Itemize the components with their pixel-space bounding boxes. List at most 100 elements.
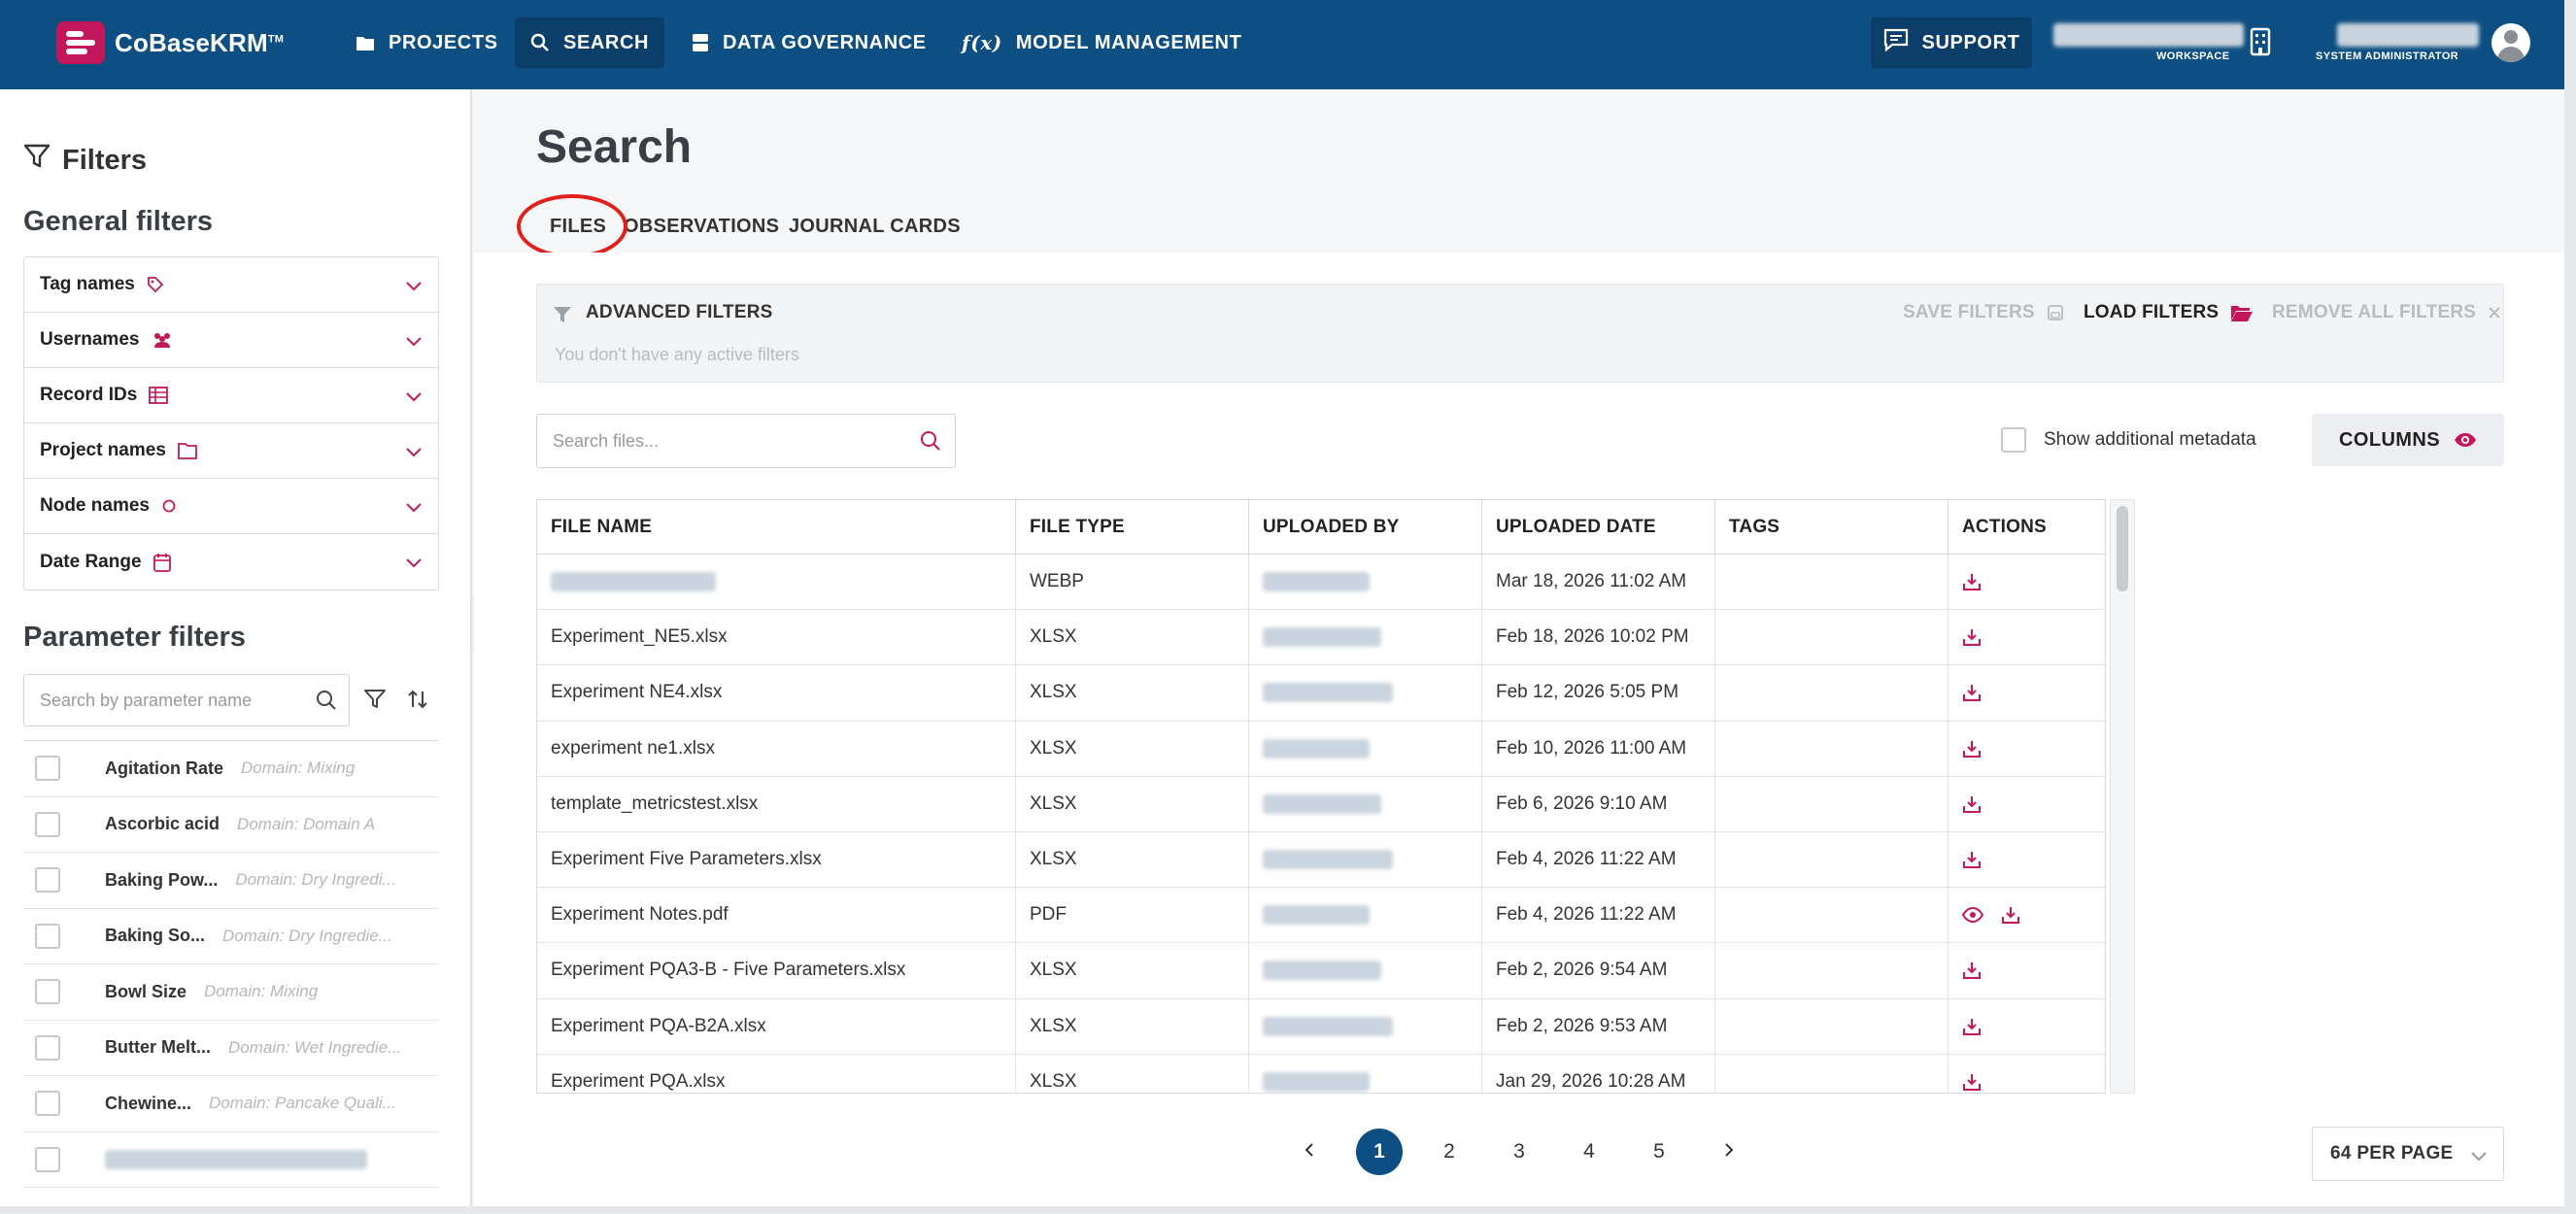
tags-cell bbox=[1715, 721, 1949, 776]
file-name-cell[interactable]: Experiment Five Parameters.xlsx bbox=[537, 831, 1016, 888]
previous-page-button[interactable] bbox=[1286, 1129, 1333, 1175]
filter-date-range[interactable]: Date Range bbox=[24, 534, 438, 590]
support-button[interactable]: SUPPORT bbox=[1871, 17, 2032, 68]
file-name-cell[interactable]: template_metricstest.xlsx bbox=[537, 776, 1016, 831]
checkbox[interactable] bbox=[35, 923, 60, 949]
download-icon[interactable] bbox=[1962, 740, 1982, 758]
download-icon[interactable] bbox=[1962, 961, 1982, 980]
search-icon[interactable] bbox=[316, 690, 337, 716]
file-name-cell[interactable]: Experiment PQA-B2A.xlsx bbox=[537, 998, 1016, 1054]
file-name-cell[interactable]: Experiment NE4.xlsx bbox=[537, 665, 1016, 721]
filter-node-names[interactable]: Node names bbox=[24, 479, 438, 534]
uploaded-date-cell: Mar 18, 2026 11:02 AM bbox=[1482, 555, 1715, 610]
filter-tag-names[interactable]: Tag names bbox=[24, 257, 438, 313]
page-3-button[interactable]: 3 bbox=[1513, 1140, 1525, 1163]
tab-journal-cards[interactable]: JOURNAL CARDS bbox=[789, 216, 961, 237]
page-1-button[interactable]: 1 bbox=[1356, 1129, 1403, 1175]
nav-projects[interactable]: PROJECTS bbox=[340, 17, 514, 68]
checkbox[interactable] bbox=[35, 979, 60, 1005]
list-item[interactable] bbox=[23, 1132, 439, 1188]
table-row[interactable]: template_metricstest.xlsx XLSX Feb 6, 2026… bbox=[537, 776, 2105, 832]
tags-cell bbox=[1715, 943, 1949, 998]
download-icon[interactable] bbox=[2001, 906, 2020, 925]
checkbox[interactable] bbox=[35, 1091, 60, 1117]
table-row[interactable]: Experiment PQA-B2A.xlsx XLSX Feb 2, 2026 9… bbox=[537, 998, 2105, 1055]
table-row[interactable]: experiment ne1.xlsx XLSX Feb 10, 2026 11:0… bbox=[537, 721, 2105, 777]
scrollbar-thumb[interactable] bbox=[2117, 506, 2128, 591]
list-item[interactable]: Baking Pow... Domain: Dry Ingredi... bbox=[23, 853, 439, 909]
table-row[interactable]: Experiment NE4.xlsx XLSX Feb 12, 2026 5:05… bbox=[537, 665, 2105, 722]
column-header-file-type[interactable]: FILE TYPE bbox=[1016, 500, 1249, 554]
file-name-cell[interactable]: Experiment_NE5.xlsx bbox=[537, 610, 1016, 665]
checkbox[interactable] bbox=[35, 867, 60, 894]
column-header-uploaded-date[interactable]: UPLOADED DATE bbox=[1482, 500, 1715, 554]
uploaded-by-cell bbox=[1249, 998, 1482, 1054]
nav-model-management[interactable]: f(x) MODEL MANAGEMENT bbox=[962, 31, 1242, 54]
redacted-username bbox=[1263, 683, 1393, 703]
download-icon[interactable] bbox=[1962, 573, 1982, 591]
avatar[interactable] bbox=[2491, 23, 2530, 62]
table-scrollbar[interactable] bbox=[2110, 499, 2135, 1094]
per-page-select[interactable]: 64 PER PAGE bbox=[2312, 1127, 2504, 1181]
download-icon[interactable] bbox=[1962, 851, 1982, 869]
columns-button[interactable]: COLUMNS bbox=[2312, 414, 2504, 466]
tab-observations[interactable]: OBSERVATIONS bbox=[624, 216, 780, 237]
page-5-button[interactable]: 5 bbox=[1653, 1140, 1665, 1163]
page-2-button[interactable]: 2 bbox=[1443, 1140, 1455, 1163]
sort-icon[interactable] bbox=[406, 688, 429, 716]
uploaded-date-cell: Feb 10, 2026 11:00 AM bbox=[1482, 721, 1715, 776]
file-name-cell[interactable]: Experiment Notes.pdf bbox=[537, 888, 1016, 943]
table-row[interactable]: Experiment Five Parameters.xlsx XLSX Feb 4… bbox=[537, 831, 2105, 889]
search-icon[interactable] bbox=[920, 430, 941, 456]
remove-all-filters-button[interactable]: REMOVE ALL FILTERS bbox=[2272, 302, 2501, 323]
table-row[interactable]: WEBP Mar 18, 2026 11:02 AM bbox=[537, 555, 2105, 611]
checkbox[interactable] bbox=[35, 1146, 60, 1172]
download-icon[interactable] bbox=[1962, 1073, 1982, 1091]
checkbox[interactable] bbox=[35, 1034, 60, 1061]
nav-data-governance[interactable]: DATA GOVERNANCE bbox=[676, 17, 942, 68]
filter-usernames[interactable]: Usernames bbox=[24, 313, 438, 368]
eye-icon bbox=[2454, 432, 2477, 448]
load-filters-button[interactable]: LOAD FILTERS bbox=[2084, 302, 2254, 323]
checkbox[interactable] bbox=[35, 811, 60, 837]
show-metadata-label: Show additional metadata bbox=[2044, 429, 2256, 450]
next-page-button[interactable] bbox=[1706, 1129, 1752, 1175]
parameter-search-input[interactable]: Search by parameter name bbox=[23, 674, 350, 726]
column-header-tags[interactable]: TAGS bbox=[1715, 500, 1949, 554]
table-row[interactable]: Experiment PQA.xlsx XLSX Jan 29, 2026 10:2… bbox=[537, 1054, 2105, 1093]
column-header-file-name[interactable]: FILE NAME bbox=[537, 500, 1016, 554]
download-icon[interactable] bbox=[1962, 1018, 1982, 1035]
list-item[interactable]: Butter Melt... Domain: Wet Ingredie... bbox=[23, 1021, 439, 1076]
table-row[interactable]: Experiment_NE5.xlsx XLSX Feb 18, 2026 10:0… bbox=[537, 610, 2105, 666]
show-metadata-checkbox[interactable] bbox=[2001, 427, 2026, 453]
building-icon[interactable] bbox=[2250, 27, 2271, 61]
download-icon[interactable] bbox=[1962, 628, 1982, 647]
column-header-uploaded-by[interactable]: UPLOADED BY bbox=[1249, 500, 1482, 554]
filter-record-ids[interactable]: Record IDs bbox=[24, 368, 438, 423]
file-name-cell[interactable]: experiment ne1.xlsx bbox=[537, 721, 1016, 776]
file-name-cell[interactable]: Experiment PQA.xlsx bbox=[537, 1054, 1016, 1093]
view-icon[interactable] bbox=[1962, 907, 1983, 924]
list-item[interactable]: Baking So... Domain: Dry Ingredie... bbox=[23, 909, 439, 964]
table-row[interactable]: Experiment PQA3-B - Five Parameters.xlsx… bbox=[537, 943, 2105, 999]
app-logo[interactable]: CoBaseKRMTM bbox=[56, 21, 284, 64]
redacted-username bbox=[1263, 627, 1381, 648]
list-item[interactable]: Chewine... Domain: Pancake Quali... bbox=[23, 1076, 439, 1132]
file-name-cell[interactable]: Experiment PQA3-B - Five Parameters.xlsx bbox=[537, 943, 1016, 998]
download-icon[interactable] bbox=[1962, 684, 1982, 702]
chevron-down-icon bbox=[2470, 1147, 2488, 1168]
uploaded-by-cell bbox=[1249, 610, 1482, 665]
save-filters-button[interactable]: SAVE FILTERS bbox=[1903, 302, 2064, 323]
list-item[interactable]: Bowl Size Domain: Mixing bbox=[23, 964, 439, 1021]
download-icon[interactable] bbox=[1962, 795, 1982, 813]
list-item[interactable]: Agitation Rate Domain: Mixing bbox=[23, 741, 439, 797]
files-search-input[interactable]: Search files... bbox=[536, 414, 956, 468]
list-item[interactable]: Ascorbic acid Domain: Domain A bbox=[23, 797, 439, 853]
table-row[interactable]: Experiment Notes.pdf PDF Feb 4, 2026 11:22… bbox=[537, 888, 2105, 944]
nav-search[interactable]: SEARCH bbox=[515, 17, 665, 68]
filter-project-names[interactable]: Project names bbox=[24, 423, 438, 479]
filter-icon[interactable] bbox=[363, 688, 387, 716]
page-4-button[interactable]: 4 bbox=[1583, 1140, 1595, 1163]
file-name-cell[interactable] bbox=[537, 555, 1016, 610]
checkbox[interactable] bbox=[35, 756, 60, 782]
